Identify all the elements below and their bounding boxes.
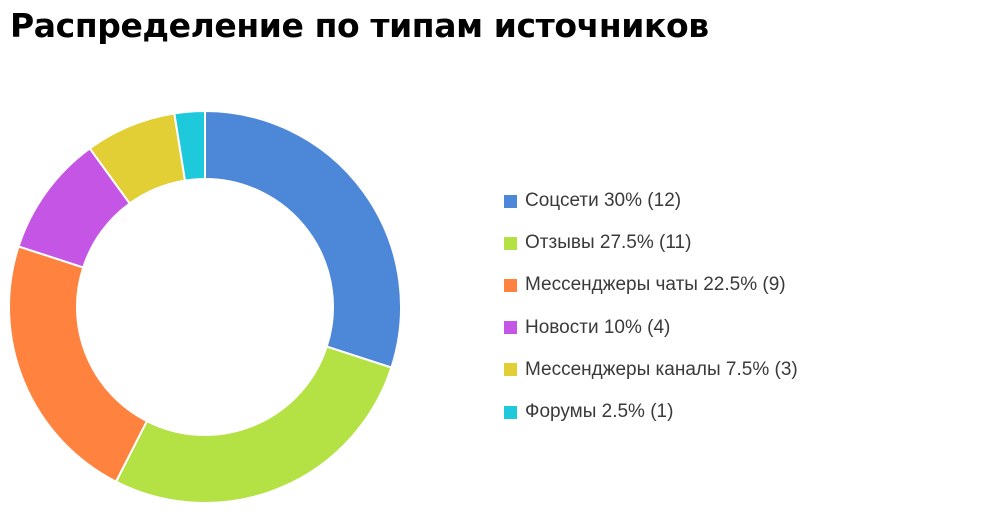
legend-swatch-messengers-chats	[504, 278, 517, 292]
legend-label-socseti: Соцсети 30% (12)	[525, 190, 682, 212]
legend-swatch-novosti	[504, 321, 517, 335]
legend-label-messengers-channels: Мессенджеры каналы 7.5% (3)	[525, 358, 798, 380]
legend-label-forumy: Форумы 2.5% (1)	[525, 401, 674, 423]
chart-legend: Соцсети 30% (12) Отзывы 27.5% (11) Мессе…	[504, 180, 984, 433]
chart-title: Распределение по типам источников	[10, 6, 709, 45]
legend-swatch-messengers-channels	[504, 363, 517, 377]
legend-item-novosti: Новости 10% (4)	[504, 307, 984, 349]
donut-slice-otzyvy	[115, 345, 393, 504]
legend-label-novosti: Новости 10% (4)	[525, 316, 671, 338]
donut-slice-socseti	[204, 110, 402, 369]
legend-item-otzyvy: Отзывы 27.5% (11)	[504, 222, 984, 264]
legend-swatch-socseti	[504, 194, 517, 208]
legend-item-messengers-channels: Мессенджеры каналы 7.5% (3)	[504, 349, 984, 391]
legend-item-forumy: Форумы 2.5% (1)	[504, 391, 984, 433]
donut-slice-messengers-chats	[8, 245, 148, 483]
legend-swatch-otzyvy	[504, 236, 517, 250]
donut-chart	[8, 109, 402, 504]
legend-label-otzyvy: Отзывы 27.5% (11)	[525, 232, 692, 254]
legend-swatch-forumy	[504, 405, 517, 419]
donut-slice-forumy	[173, 109, 206, 182]
donut-slices	[8, 109, 402, 504]
legend-item-messengers-chats: Мессенджеры чаты 22.5% (9)	[504, 264, 984, 306]
legend-label-messengers-chats: Мессенджеры чаты 22.5% (9)	[525, 274, 786, 296]
legend-item-socseti: Соцсети 30% (12)	[504, 180, 984, 222]
